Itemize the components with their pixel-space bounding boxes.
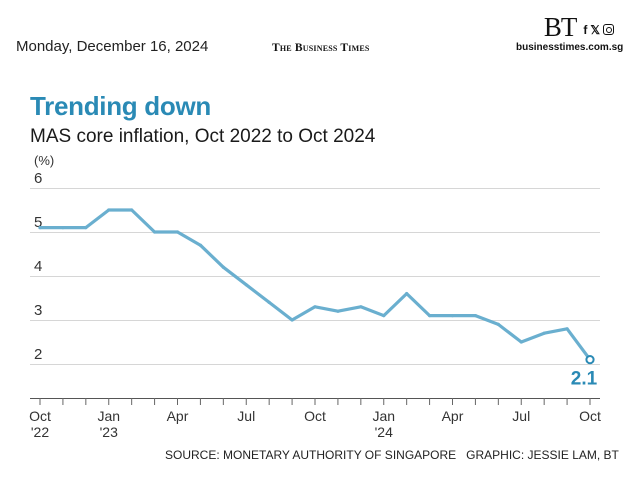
data-point: [198, 243, 203, 247]
y-tick-label: 3: [34, 302, 42, 319]
x-tick-label-year: '24: [375, 424, 393, 440]
data-point: [336, 309, 340, 313]
x-tick-label: Jul: [237, 408, 255, 424]
data-point: [313, 305, 317, 309]
x-tick-label-year: '23: [100, 424, 118, 440]
series-layer: 2.1: [38, 208, 598, 390]
data-point: [130, 208, 134, 212]
data-point: [450, 314, 455, 318]
instagram-icon[interactable]: [603, 24, 614, 35]
x-tick-label: Apr: [442, 408, 464, 424]
data-point: [519, 340, 523, 344]
graphic-credit: GRAPHIC: JESSIE LAM, BT: [466, 448, 619, 462]
x-tick-label: Oct: [579, 408, 601, 424]
footer: SOURCE: MONETARY AUTHORITY OF SINGAPORE G…: [165, 448, 619, 462]
y-tick-label: 6: [34, 170, 42, 187]
data-point: [221, 265, 225, 269]
x-tick-label: Jul: [512, 408, 530, 424]
x-tick-label: Apr: [167, 408, 189, 424]
data-point: [61, 226, 65, 230]
data-point: [244, 283, 248, 287]
data-point: [427, 314, 432, 318]
x-tick-label: Jan: [97, 408, 120, 424]
data-point: [107, 208, 111, 212]
masthead: The Business Times: [272, 42, 370, 54]
gridlines: [30, 188, 600, 365]
data-point: [267, 300, 271, 304]
data-point: [473, 314, 478, 318]
source-note: SOURCE: MONETARY AUTHORITY OF SINGAPORE: [165, 448, 457, 462]
x-tick-label-year: '22: [31, 424, 49, 440]
x-tick-label: Jan: [372, 408, 395, 424]
data-point: [84, 226, 88, 230]
data-point: [152, 230, 157, 234]
bt-logo: BT: [543, 12, 578, 42]
data-point: [175, 230, 180, 234]
brand-block: BT f 𝕏 businesstimes.com.sg: [516, 12, 624, 54]
data-point: [496, 322, 500, 326]
x-icon[interactable]: 𝕏: [590, 22, 600, 37]
data-point: [38, 226, 42, 230]
data-point: [405, 292, 409, 296]
y-axis-ticks: (%) 2 3 4 5 6: [34, 153, 54, 363]
endpoint-value-label: 2.1: [571, 369, 598, 390]
data-point: [565, 327, 569, 331]
y-tick-label: 4: [34, 258, 42, 275]
data-point: [290, 318, 294, 322]
chart-subtitle: MAS core inflation, Oct 2022 to Oct 2024: [30, 126, 376, 147]
data-point: [382, 314, 386, 318]
x-tick-label: Oct: [304, 408, 326, 424]
y-tick-label: 2: [34, 346, 42, 363]
y-tick-label: 5: [34, 214, 42, 231]
date-label: Monday, December 16, 2024: [16, 38, 209, 55]
data-point: [542, 331, 546, 335]
endpoint-marker: [585, 355, 595, 365]
y-axis-label: (%): [34, 153, 54, 168]
x-tick-label: Oct: [29, 408, 51, 424]
data-point: [359, 305, 363, 309]
facebook-icon[interactable]: f: [583, 22, 588, 37]
chart-title: Trending down: [30, 91, 211, 121]
site-url[interactable]: businesstimes.com.sg: [516, 42, 624, 53]
